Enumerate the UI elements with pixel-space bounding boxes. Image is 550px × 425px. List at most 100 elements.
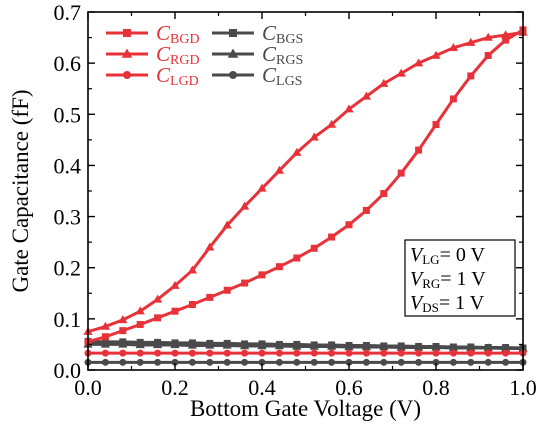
point-rgs xyxy=(413,342,424,351)
legend-marker xyxy=(229,71,237,79)
point-rgd xyxy=(431,50,441,59)
point-rgd xyxy=(413,58,424,67)
point-bgd xyxy=(206,293,214,301)
point-lgd xyxy=(484,349,492,357)
point-lgs xyxy=(345,358,353,366)
point-lgs xyxy=(275,358,283,366)
legend-marker xyxy=(123,71,131,79)
point-lgd xyxy=(136,349,144,357)
point-bgd xyxy=(171,307,179,315)
point-rgd xyxy=(379,78,389,87)
point-lgs xyxy=(258,358,266,366)
series-line-rgs xyxy=(88,342,523,351)
legend-entry-rgs: CRGS xyxy=(212,42,303,68)
point-lgd xyxy=(328,349,336,357)
point-rgd xyxy=(135,306,145,315)
legend-entry-bgd: CBGD xyxy=(106,21,200,47)
point-rgs xyxy=(239,341,250,350)
axes-layer: 0.0 0.2 0.4 0.6 0.8 1.0 0.0 0.1 0.2 0.3 0.4 0.5 0.6 0… xyxy=(8,0,537,421)
point-bgd xyxy=(119,327,127,335)
point-bgd xyxy=(101,333,109,341)
point-rgd xyxy=(239,201,250,210)
point-lgs xyxy=(397,358,405,366)
point-rgs xyxy=(483,343,493,352)
point-rgs xyxy=(205,340,215,349)
series-lgd xyxy=(84,349,527,357)
y-tick-label: 0.6 xyxy=(54,51,82,76)
point-rgs xyxy=(274,341,285,350)
point-bgd xyxy=(502,36,510,44)
point-lgs xyxy=(449,358,457,366)
annotation-line-lg: VLG= 0 V xyxy=(410,244,485,267)
point-bgd xyxy=(345,221,353,229)
point-lgs xyxy=(310,358,318,366)
legend-entry-bgs: CBGS xyxy=(212,21,303,47)
point-rgs xyxy=(500,343,511,352)
point-lgs xyxy=(154,358,162,366)
point-rgd xyxy=(170,280,180,289)
point-rgd xyxy=(292,147,302,156)
point-lgd xyxy=(432,349,440,357)
point-bgd xyxy=(188,301,196,309)
y-tick-label: 0.7 xyxy=(54,0,82,25)
legend-entry-lgs: CLGS xyxy=(212,63,302,89)
point-rgs xyxy=(170,340,180,349)
y-axis-label: Gate Capacitance (fF) xyxy=(8,89,33,292)
point-lgd xyxy=(449,349,457,357)
y-tick-label: 0.4 xyxy=(54,153,82,178)
point-rgs xyxy=(292,341,302,350)
legend-label: CBGD xyxy=(156,21,200,47)
x-tick-label: 0.8 xyxy=(422,375,450,400)
point-lgs xyxy=(293,358,301,366)
point-lgd xyxy=(293,349,301,357)
point-lgd xyxy=(345,349,353,357)
point-rgd xyxy=(500,30,511,39)
legend-label: CRGS xyxy=(262,42,303,68)
legend-label: CLGD xyxy=(156,63,199,89)
point-lgs xyxy=(101,358,109,366)
point-lgs xyxy=(188,358,196,366)
y-tick-label: 0.0 xyxy=(54,358,82,383)
x-tick-label: 0.0 xyxy=(74,375,102,400)
point-rgd xyxy=(118,315,128,324)
annotation-line-ds: VDS= 1 V xyxy=(410,292,485,315)
point-lgd xyxy=(101,349,109,357)
point-rgs xyxy=(326,341,337,350)
point-lgs xyxy=(171,358,179,366)
point-bgd xyxy=(415,146,423,154)
point-lgs xyxy=(502,358,510,366)
point-lgd xyxy=(241,349,249,357)
point-bgd xyxy=(449,95,457,103)
y-tick-label: 0.1 xyxy=(54,307,82,332)
point-bgd xyxy=(154,314,162,322)
point-rgs xyxy=(152,340,163,349)
point-lgd xyxy=(310,349,318,357)
y-tick-label: 0.5 xyxy=(54,102,82,127)
point-rgd xyxy=(466,37,476,46)
point-lgs xyxy=(241,358,249,366)
point-rgs xyxy=(118,339,128,348)
point-rgd xyxy=(361,91,372,100)
legend-entry-lgd: CLGD xyxy=(106,63,199,89)
point-rgs xyxy=(100,339,111,348)
point-rgs xyxy=(396,342,406,351)
point-rgs xyxy=(257,341,267,350)
x-axis-label: Bottom Gate Voltage (V) xyxy=(190,396,421,421)
point-bgd xyxy=(293,254,301,262)
point-bgd xyxy=(136,320,144,328)
point-lgs xyxy=(432,358,440,366)
legend-marker xyxy=(123,29,131,37)
y-tick-label: 0.2 xyxy=(54,256,82,281)
point-bgd xyxy=(397,169,405,177)
point-lgs xyxy=(119,358,127,366)
point-lgd xyxy=(397,349,405,357)
point-bgd xyxy=(275,263,283,271)
annotation-box xyxy=(404,239,516,317)
point-lgs xyxy=(484,358,492,366)
point-lgs xyxy=(136,358,144,366)
x-tick-label: 1.0 xyxy=(509,375,537,400)
series-lgs xyxy=(84,358,527,366)
point-lgd xyxy=(258,349,266,357)
